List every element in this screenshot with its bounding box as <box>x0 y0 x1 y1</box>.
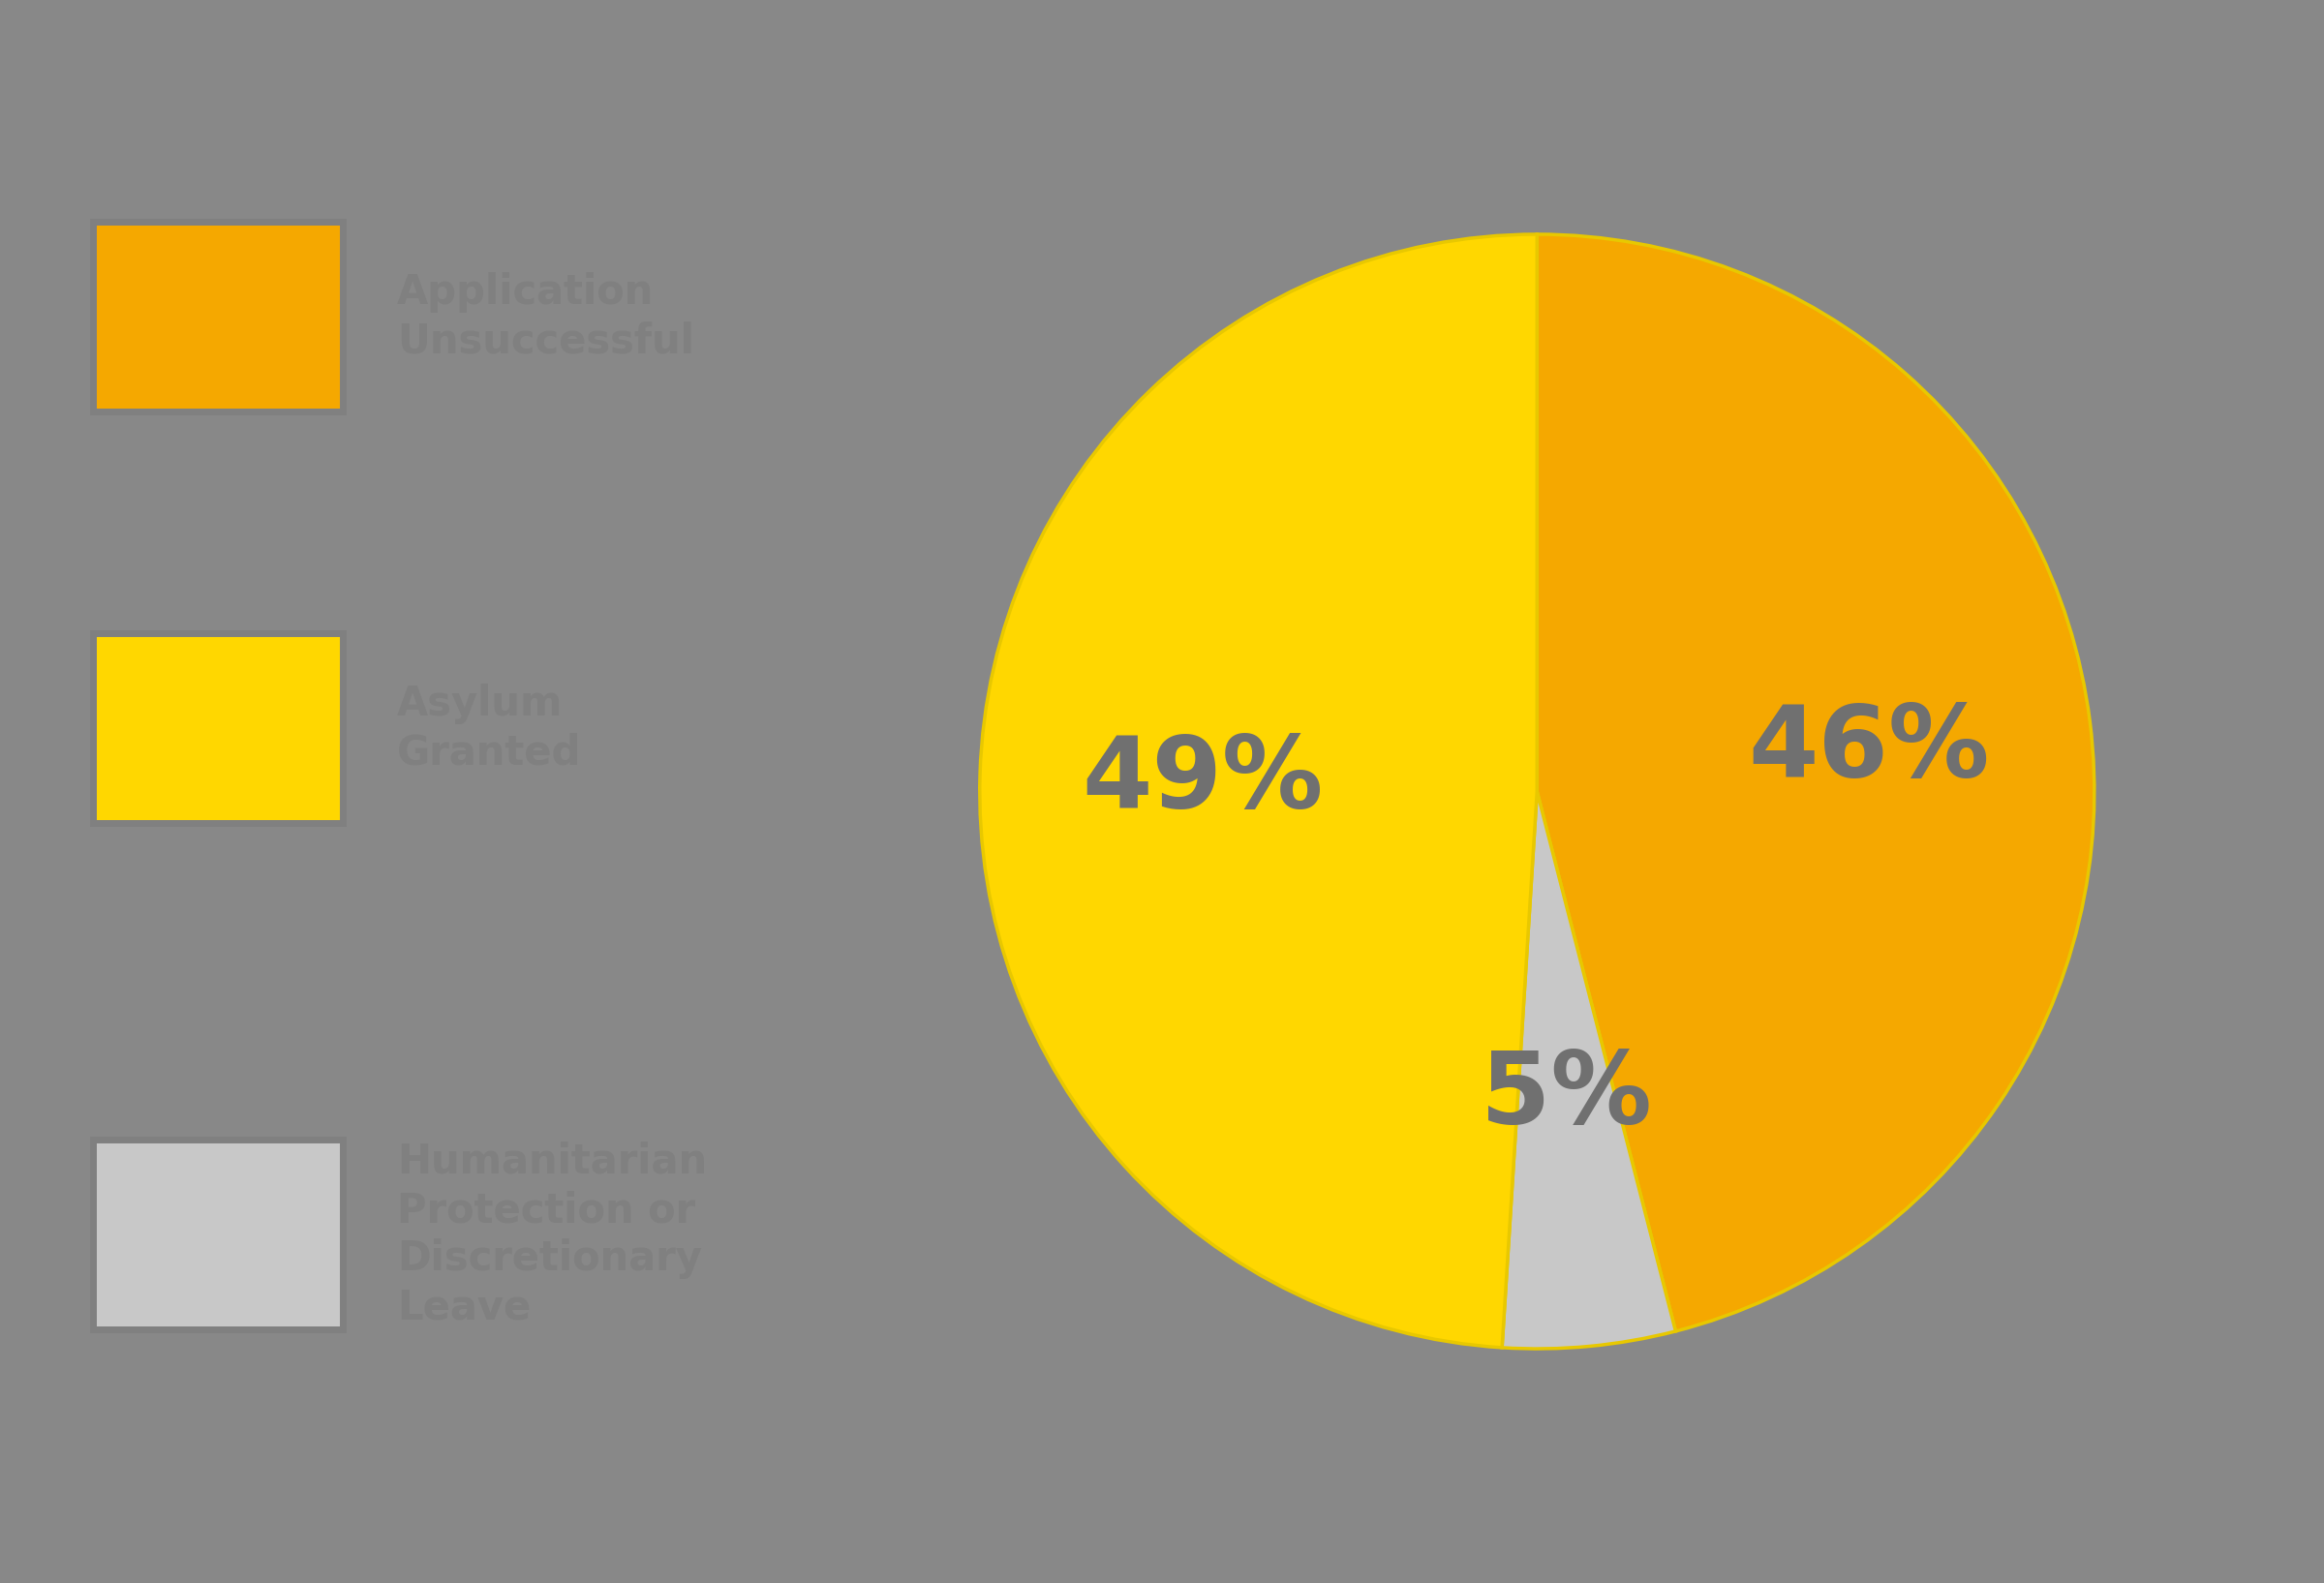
Text: 46%: 46% <box>1748 701 1989 798</box>
Text: 49%: 49% <box>1083 731 1322 829</box>
Text: Humanitarian
Protection or
Discretionary
Leave: Humanitarian Protection or Discretionary… <box>397 1141 706 1328</box>
Wedge shape <box>1501 792 1676 1349</box>
Text: Asylum
Granted: Asylum Granted <box>397 684 581 773</box>
FancyBboxPatch shape <box>93 633 342 823</box>
Wedge shape <box>1536 234 2094 1331</box>
FancyBboxPatch shape <box>93 222 342 412</box>
Wedge shape <box>981 234 1536 1347</box>
FancyBboxPatch shape <box>93 1140 342 1330</box>
Text: Application
Unsuccessful: Application Unsuccessful <box>397 272 695 361</box>
Text: 5%: 5% <box>1480 1048 1652 1146</box>
